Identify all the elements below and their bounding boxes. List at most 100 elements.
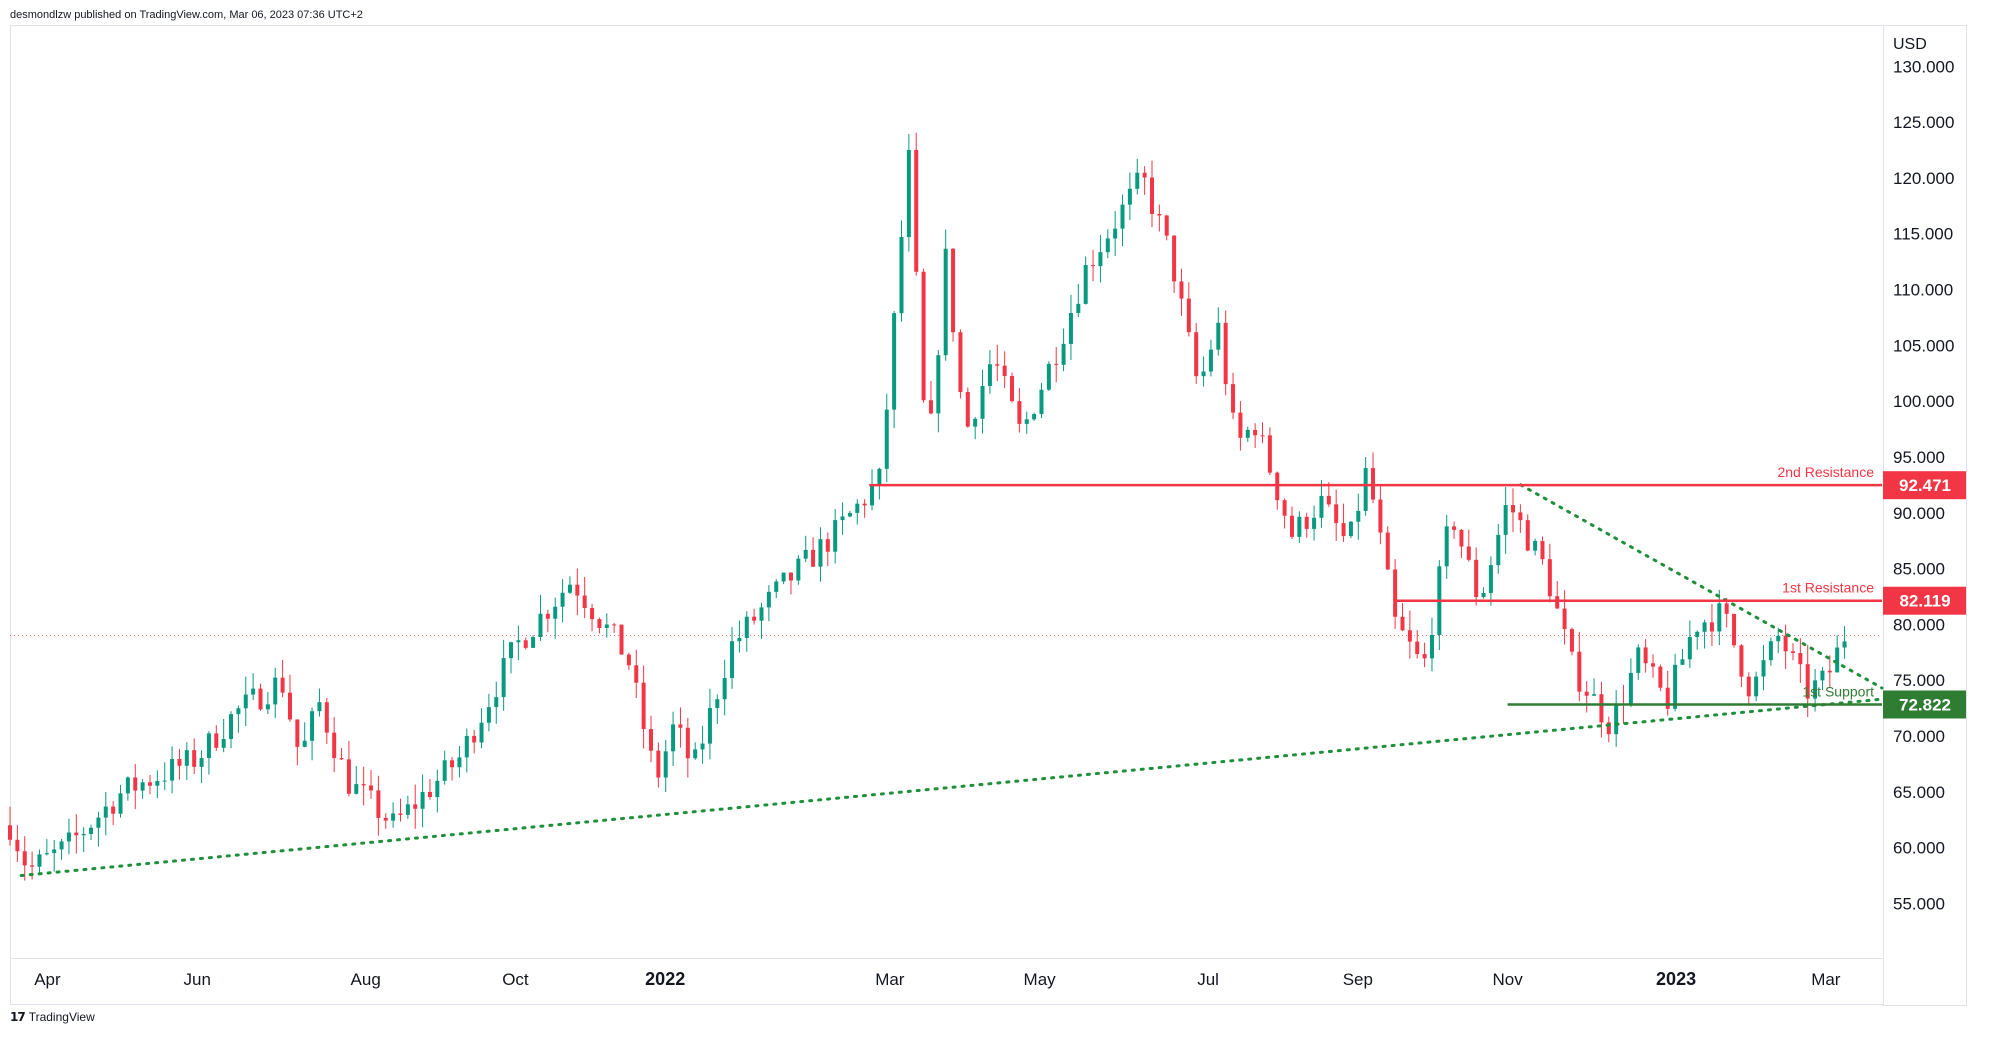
candle-body: [1157, 213, 1162, 216]
candle: [759, 602, 764, 639]
price-axis[interactable]: [1882, 25, 1967, 1006]
candle: [825, 532, 830, 567]
candle: [1393, 559, 1398, 630]
candle-body: [1282, 500, 1287, 516]
candle: [147, 774, 152, 795]
candle: [1400, 603, 1405, 632]
candle-body: [1061, 343, 1066, 365]
candle: [597, 617, 602, 634]
time-axis[interactable]: [10, 957, 1884, 1005]
candle: [965, 387, 970, 428]
candle-body: [855, 503, 860, 513]
candle: [1341, 503, 1346, 542]
candle-body: [567, 584, 572, 593]
candle: [1547, 543, 1552, 603]
candle-body: [1628, 672, 1633, 704]
candle: [133, 764, 138, 810]
candle: [1820, 667, 1825, 691]
candle: [803, 535, 808, 563]
candle-body: [1032, 414, 1037, 420]
candle-body: [1820, 670, 1825, 681]
candle: [1452, 521, 1457, 539]
candle: [472, 729, 477, 754]
candle-body: [1231, 384, 1236, 413]
candle-body: [1105, 238, 1110, 253]
candle: [1260, 422, 1265, 444]
candle: [1267, 427, 1272, 476]
candle-body: [1636, 647, 1641, 673]
candle-body: [634, 665, 639, 683]
candle: [973, 416, 978, 440]
candle-body: [339, 758, 344, 760]
y-tick-label: 125.000: [1893, 113, 1954, 132]
candle-body: [398, 813, 403, 815]
candle: [1422, 642, 1427, 668]
candle-body: [420, 791, 425, 809]
candle: [464, 728, 469, 773]
y-axis-ticks: 130.000 125.000 120.000 115.000 110.000 105.0…: [1893, 57, 1954, 913]
candle-body: [1312, 517, 1317, 529]
candle-body: [1194, 332, 1199, 377]
candle-body: [391, 813, 396, 821]
candle-body: [1518, 512, 1523, 521]
candle-body: [221, 739, 226, 748]
candle: [575, 568, 580, 616]
candle-body: [1835, 647, 1840, 673]
candle: [1614, 690, 1619, 747]
x-tick-label: Aug: [351, 970, 381, 989]
candle: [1827, 655, 1832, 688]
candle: [1481, 587, 1486, 599]
candle: [376, 775, 381, 836]
candle-body: [1120, 204, 1125, 229]
candle: [265, 691, 270, 715]
candle: [781, 572, 786, 585]
candle: [1201, 356, 1206, 387]
candle-body: [995, 364, 1000, 366]
candle: [1628, 658, 1633, 708]
candle: [1289, 506, 1294, 539]
candle: [236, 705, 241, 733]
candle-body: [1658, 666, 1663, 688]
footer-brand: TradingView: [28, 1010, 95, 1024]
candle: [892, 311, 897, 429]
candle-body: [1113, 228, 1118, 239]
candle: [1378, 485, 1383, 545]
candle-body: [1525, 520, 1530, 551]
candle: [1223, 310, 1228, 396]
candle-body: [1746, 676, 1751, 697]
candle: [346, 740, 351, 797]
candle-body: [1334, 504, 1339, 524]
candle-body: [383, 817, 388, 821]
candle-body: [295, 719, 300, 747]
candle: [1127, 172, 1132, 220]
candle: [1650, 654, 1655, 678]
candle: [884, 393, 889, 483]
candle-body: [361, 784, 366, 786]
x-axis-ticks: Apr Jun Aug Oct 2022 Mar May Jul Sep Nov 2023 Mar: [34, 969, 1841, 989]
candle: [486, 693, 491, 732]
candle-body: [501, 658, 506, 698]
candle-body: [700, 743, 705, 750]
candle-body: [1511, 505, 1516, 513]
candle: [1739, 644, 1744, 688]
candle-body: [376, 790, 381, 818]
candle-body: [265, 704, 270, 710]
candle-body: [1407, 630, 1412, 642]
candle-body: [1592, 694, 1597, 696]
candle-body: [206, 733, 211, 759]
y-tick-label: 130.000: [1893, 57, 1954, 76]
candle: [96, 811, 101, 847]
candle: [1783, 624, 1788, 669]
candle: [899, 220, 904, 322]
candle: [509, 641, 514, 674]
candle: [74, 814, 79, 854]
x-tick-label: Apr: [34, 970, 61, 989]
candle: [8, 806, 12, 846]
candle-body: [1813, 680, 1818, 699]
level-1st-resistance: 1st Resistance 82.119: [1395, 580, 1966, 615]
candle-body: [1260, 435, 1265, 437]
y-tick-label: 60.000: [1893, 839, 1945, 858]
candle-body: [170, 759, 175, 781]
candle-body: [1827, 670, 1832, 673]
